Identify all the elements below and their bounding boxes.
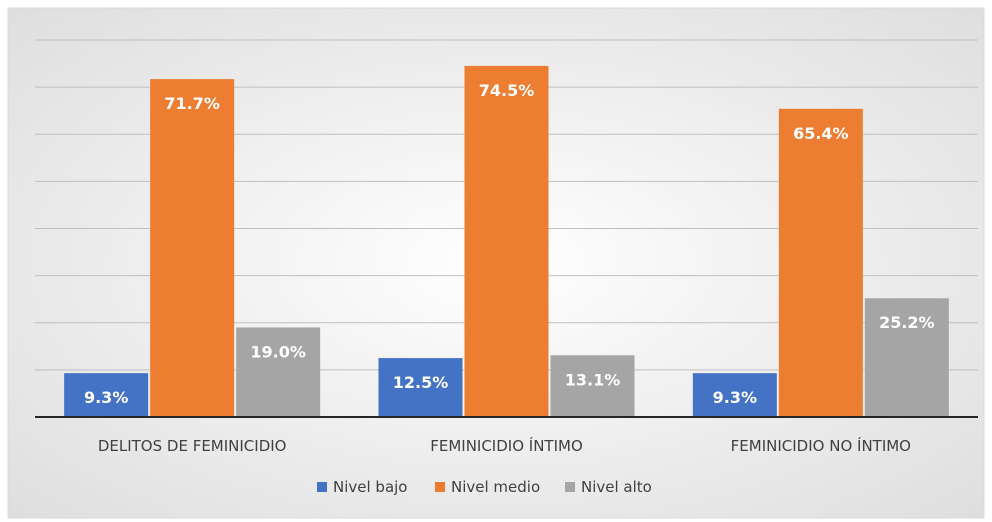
legend-label: Nivel alto bbox=[581, 478, 652, 496]
data-label: 25.2% bbox=[879, 313, 935, 332]
data-label: 74.5% bbox=[479, 81, 535, 100]
data-label: 9.3% bbox=[84, 388, 128, 407]
legend-label: Nivel medio bbox=[451, 478, 540, 496]
bar-nivel-bajo bbox=[64, 373, 149, 417]
value-labels: 9.3% 71.7% 19.0% 12.5% 74.5% 13.1% 9.3% 65.4% 25… bbox=[84, 81, 935, 407]
category-label: FEMINICIDIO ÍNTIMO bbox=[430, 436, 583, 455]
bar-nivel-medio bbox=[150, 79, 235, 418]
category-label: DELITOS DE FEMINICIDIO bbox=[98, 437, 287, 455]
bar-nivel-bajo bbox=[378, 358, 463, 417]
bar-nivel-alto bbox=[864, 298, 949, 417]
data-label: 13.1% bbox=[565, 370, 621, 389]
data-label: 9.3% bbox=[713, 388, 757, 407]
bar-nivel-medio bbox=[464, 65, 549, 417]
legend-swatch bbox=[435, 482, 445, 492]
data-label: 65.4% bbox=[793, 124, 849, 143]
legend-swatch bbox=[565, 482, 575, 492]
legend-label: Nivel bajo bbox=[333, 478, 408, 496]
legend: Nivel bajo Nivel medio Nivel alto bbox=[317, 478, 652, 496]
category-labels: DELITOS DE FEMINICIDIO FEMINICIDIO ÍNTIMO… bbox=[98, 436, 911, 455]
data-label: 19.0% bbox=[250, 342, 306, 361]
bars bbox=[64, 65, 949, 418]
bar-nivel-alto bbox=[236, 327, 321, 417]
category-label: FEMINICIDIO NO ÍNTIMO bbox=[731, 436, 911, 455]
data-label: 12.5% bbox=[393, 373, 449, 392]
bar-nivel-alto bbox=[550, 355, 635, 417]
bar-nivel-bajo bbox=[692, 373, 777, 417]
bar-nivel-medio bbox=[778, 108, 863, 418]
data-label: 71.7% bbox=[164, 94, 220, 113]
legend-swatch bbox=[317, 482, 327, 492]
